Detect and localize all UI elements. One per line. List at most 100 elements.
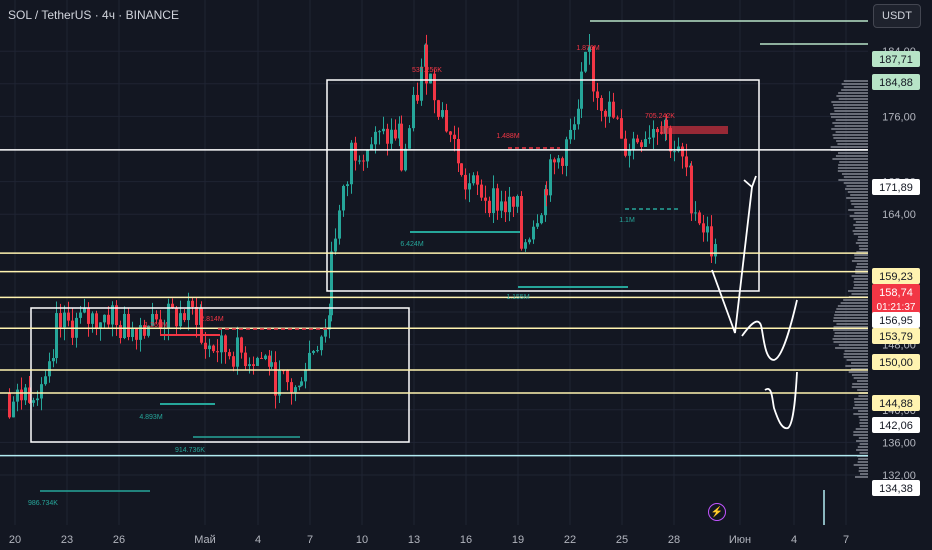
candle-body — [652, 128, 655, 138]
projection-path — [711, 186, 753, 334]
candle-body — [320, 336, 323, 351]
price-level-badge — [872, 354, 920, 370]
volume-profile-bar — [838, 98, 868, 100]
candle-body — [648, 137, 651, 140]
candle-body — [394, 129, 397, 139]
candle-body — [143, 325, 146, 336]
volume-profile-bar — [859, 473, 868, 475]
candle-body — [496, 188, 499, 211]
candle-body — [677, 146, 680, 152]
volume-profile-bar — [845, 365, 868, 367]
candle-body — [604, 110, 607, 117]
volume-profile-bar — [835, 119, 868, 121]
volume-profile-bar — [855, 476, 868, 478]
candle-body — [200, 308, 203, 343]
volume-profile-bar — [838, 344, 868, 346]
candle-body — [404, 148, 407, 171]
candle-body — [472, 175, 475, 184]
candle-body — [256, 357, 259, 366]
candle-body — [528, 239, 531, 243]
volume-profile-bar — [858, 236, 868, 238]
price-level-label: 158,74 — [879, 287, 913, 299]
volume-profile-bar — [853, 281, 868, 283]
candle-body — [532, 226, 535, 240]
volume-profile-bar — [834, 314, 868, 316]
candle-body — [398, 123, 401, 139]
date-tick-label: 4 — [255, 534, 261, 546]
candle-body — [386, 128, 389, 144]
price-level-badge — [872, 179, 920, 195]
volume-profile-bar — [836, 308, 868, 310]
date-tick-label: 28 — [668, 534, 680, 546]
candle-body — [32, 400, 35, 403]
candle-body — [236, 337, 239, 367]
volume-annotation: 986.734K — [28, 500, 58, 507]
candle-body — [588, 46, 591, 52]
candle-body — [350, 142, 353, 185]
candle-body — [155, 313, 158, 320]
candle-body — [286, 370, 289, 383]
date-tick-label: 19 — [512, 534, 524, 546]
candle-body — [382, 128, 385, 132]
volume-profile-bar — [838, 179, 868, 181]
price-level-label: 153,79 — [879, 331, 913, 343]
volume-profile-bar — [859, 425, 868, 427]
candle-body — [600, 97, 603, 111]
volume-profile-bar — [833, 335, 868, 337]
candle-body — [99, 322, 102, 329]
candle-body — [656, 128, 659, 133]
volume-profile-bar — [852, 407, 868, 409]
candle-body — [516, 196, 519, 207]
price-level-badge — [872, 74, 920, 90]
candle-body — [151, 313, 154, 326]
volume-profile-bar — [833, 317, 868, 319]
volume-profile-bar — [837, 167, 868, 169]
volume-profile-bar — [836, 140, 868, 142]
lightning-icon[interactable]: ⚡ — [708, 503, 726, 521]
candle-body — [119, 325, 122, 339]
volume-profile-bar — [843, 299, 868, 301]
date-tick-label: 22 — [564, 534, 576, 546]
volume-profile-bar — [843, 86, 868, 88]
candle-body — [12, 401, 15, 418]
candle-body — [374, 131, 377, 145]
volume-profile-bar — [854, 404, 868, 406]
candle-body — [449, 131, 452, 135]
volume-profile-bar — [854, 401, 868, 403]
candle-body — [103, 314, 106, 323]
volume-profile-bar — [853, 287, 868, 289]
volume-profile-bar — [835, 155, 868, 157]
candle-body — [584, 51, 587, 72]
price-level-badge — [872, 284, 920, 314]
volume-profile-bar — [837, 170, 868, 172]
candle-body — [147, 325, 150, 336]
volume-profile-bar — [832, 122, 868, 124]
candle-body — [569, 129, 572, 140]
candle-body — [175, 307, 178, 327]
volume-annotation: 1.876M — [576, 45, 600, 52]
volume-profile-bar — [845, 188, 868, 190]
price-level-badge — [872, 268, 920, 284]
volume-profile-bar — [841, 83, 868, 85]
symbol-title: SOL / TetherUS · 4ч · BINANCE — [8, 8, 179, 22]
volume-profile-bar — [833, 329, 868, 331]
candle-body — [358, 160, 361, 162]
volume-profile-bar — [850, 368, 868, 370]
volume-profile-bar — [855, 428, 868, 430]
volume-profile-bar — [836, 95, 868, 97]
candle-body — [408, 128, 411, 149]
candle-body — [420, 66, 423, 101]
candle-body — [264, 355, 267, 359]
candle-body — [8, 393, 11, 418]
volume-profile-bar — [856, 251, 868, 253]
candle-body — [608, 101, 611, 117]
date-tick-label: 20 — [9, 534, 21, 546]
currency-button[interactable]: USDT — [873, 4, 921, 28]
volume-annotation: 6.424M — [400, 241, 424, 248]
candle-body — [334, 238, 337, 252]
candle-body — [400, 123, 403, 171]
volume-profile-bar — [854, 284, 868, 286]
volume-profile-bar — [855, 272, 868, 274]
volume-profile-bar — [859, 248, 868, 250]
